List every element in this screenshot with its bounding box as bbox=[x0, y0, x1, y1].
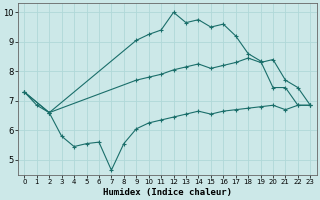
X-axis label: Humidex (Indice chaleur): Humidex (Indice chaleur) bbox=[103, 188, 232, 197]
